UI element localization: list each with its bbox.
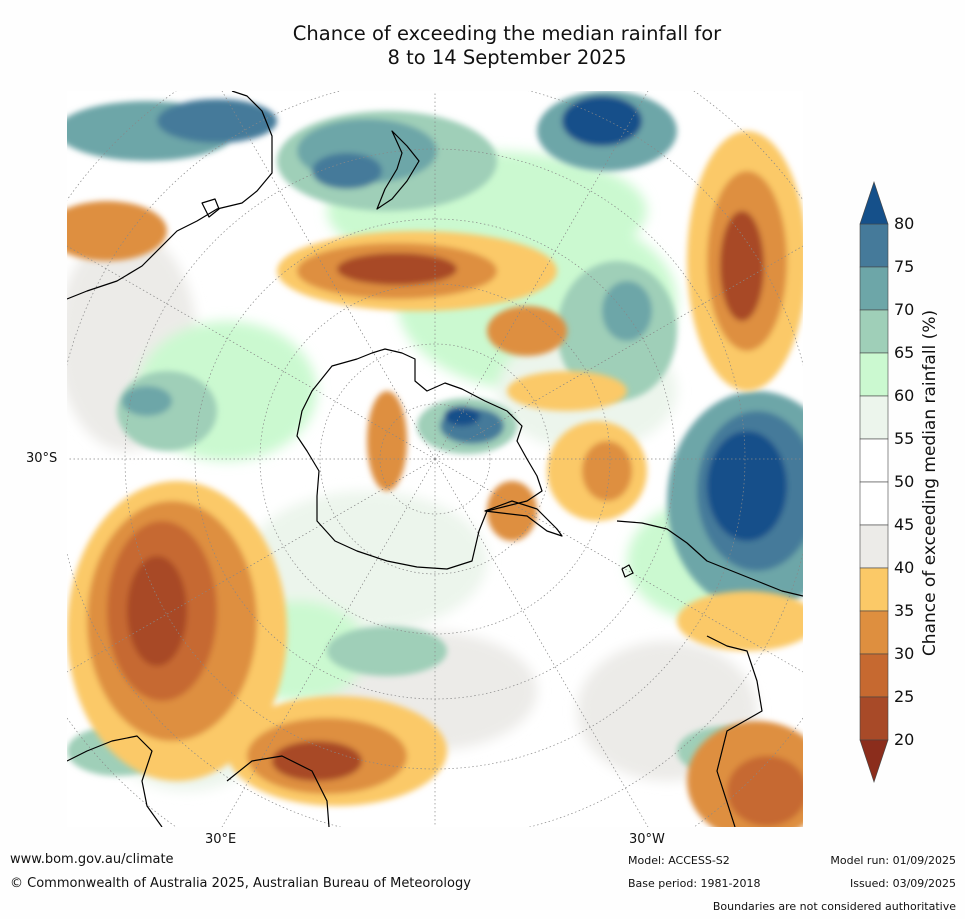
colorbar-swatch-25-30 [859,653,889,698]
colorbar-tick-45: 45 [894,515,915,534]
graticule [67,91,803,827]
longitude-label-30w: 30°W [629,832,665,847]
colorbar-tick-20: 20 [894,730,915,749]
rainfall-field-dry [67,131,803,827]
australia-coastline [67,91,273,300]
colorbar-swatch-55-60 [859,395,889,440]
antarctic-peninsula-coastline [484,500,563,537]
footer-website-link[interactable]: www.bom.gov.au/climate [10,852,174,867]
footer-model: Model: ACCESS-S2 [628,854,730,867]
colorbar-tick-70: 70 [894,300,915,319]
colorbar-swatch-75-80 [859,223,889,268]
rainfall-map[interactable] [67,91,803,827]
colorbar-tick-25: 25 [894,687,915,706]
colorbar-swatch-45-50 [859,481,889,526]
colorbar-swatch-40-45 [859,524,889,569]
madagascar-coastline [226,755,330,827]
colorbar-tick-40: 40 [894,558,915,577]
map-title-line-2: 8 to 14 September 2025 [387,46,627,69]
colorbar-title: Chance of exceeding median rainfall (%) [920,309,940,657]
footer-copyright: © Commonwealth of Australia 2025, Austra… [10,876,471,891]
south-america-coastline [616,520,803,827]
colorbar-swatch-35-40 [859,567,889,612]
colorbar-arrow-under-20 [859,739,889,783]
colorbar-swatch-65-70 [859,309,889,354]
colorbar-tick-75: 75 [894,257,915,276]
colorbar-swatch-20-25 [859,696,889,741]
footer-model-run: Model run: 01/09/2025 [830,854,956,867]
footer-issued: Issued: 03/09/2025 [849,877,956,890]
antarctica-coastline [296,348,543,570]
map-title-line-1: Chance of exceeding the median rainfall … [292,22,722,45]
colorbar-tick-50: 50 [894,472,915,491]
rainfall-field-wet [67,91,803,776]
colorbar-swatches [859,181,889,783]
colorbar-swatch-50-55 [859,438,889,483]
colorbar-tick-80: 80 [894,214,915,233]
footer-disclaimer: Boundaries are not considered authoritat… [712,900,956,913]
colorbar-tick-60: 60 [894,386,915,405]
latitude-label-30s: 30°S [26,451,58,466]
colorbar-tick-55: 55 [894,429,915,448]
colorbar-tick-35: 35 [894,601,915,620]
africa-coastline [67,735,163,827]
tasmania-coastline [201,198,220,218]
colorbar-tick-30: 30 [894,644,915,663]
colorbar-tick-65: 65 [894,343,915,362]
rainfall-map-canvas [67,91,803,827]
falkland-islands-coastline [621,564,634,578]
colorbar-swatch-60-65 [859,352,889,397]
colorbar-swatch-30-35 [859,610,889,655]
new-zealand-coastline [376,130,420,210]
colorbar-arrow-over-80 [859,181,889,225]
footer-base-period: Base period: 1981-2018 [628,877,761,890]
coastlines [67,91,803,827]
map-title: Chance of exceeding the median rainfall … [0,22,965,70]
colorbar-swatch-70-75 [859,266,889,311]
longitude-label-30e: 30°E [205,832,237,847]
